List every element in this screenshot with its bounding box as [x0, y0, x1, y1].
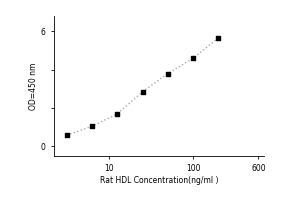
X-axis label: Rat HDL Concentration(ng/ml ): Rat HDL Concentration(ng/ml ) — [100, 176, 218, 185]
Point — [165, 72, 170, 75]
Point — [90, 125, 94, 128]
Point — [216, 36, 221, 40]
Point — [140, 90, 145, 93]
Y-axis label: OD=450 nm: OD=450 nm — [29, 62, 38, 110]
Point — [191, 57, 196, 60]
Point — [64, 134, 69, 137]
Point — [115, 112, 120, 115]
